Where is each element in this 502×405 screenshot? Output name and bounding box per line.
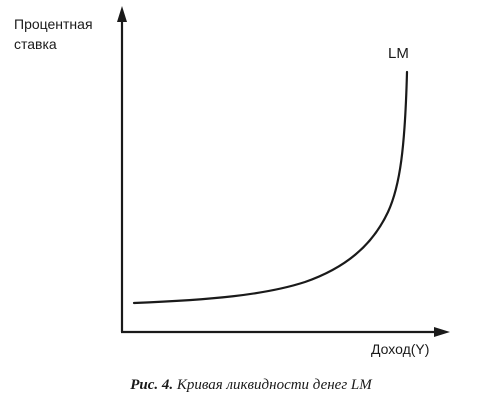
lm-curve-label: LM — [388, 45, 409, 62]
caption-number: Рис. 4. — [130, 377, 174, 393]
figure-caption: Рис. 4. Кривая ликвидности денег LM — [0, 377, 502, 394]
caption-text: Кривая ликвидности денег LM — [176, 377, 372, 393]
x-axis-label: Доход(Y) — [371, 341, 430, 357]
y-axis-label-line-2: ставка — [14, 36, 57, 52]
y-axis-label-line-1: Процентная — [14, 16, 93, 32]
y-axis-label: Процентная ставка — [14, 14, 93, 54]
x-axis-arrowhead — [434, 327, 450, 337]
lm-curve — [132, 70, 409, 305]
y-axis-arrowhead — [117, 6, 127, 22]
